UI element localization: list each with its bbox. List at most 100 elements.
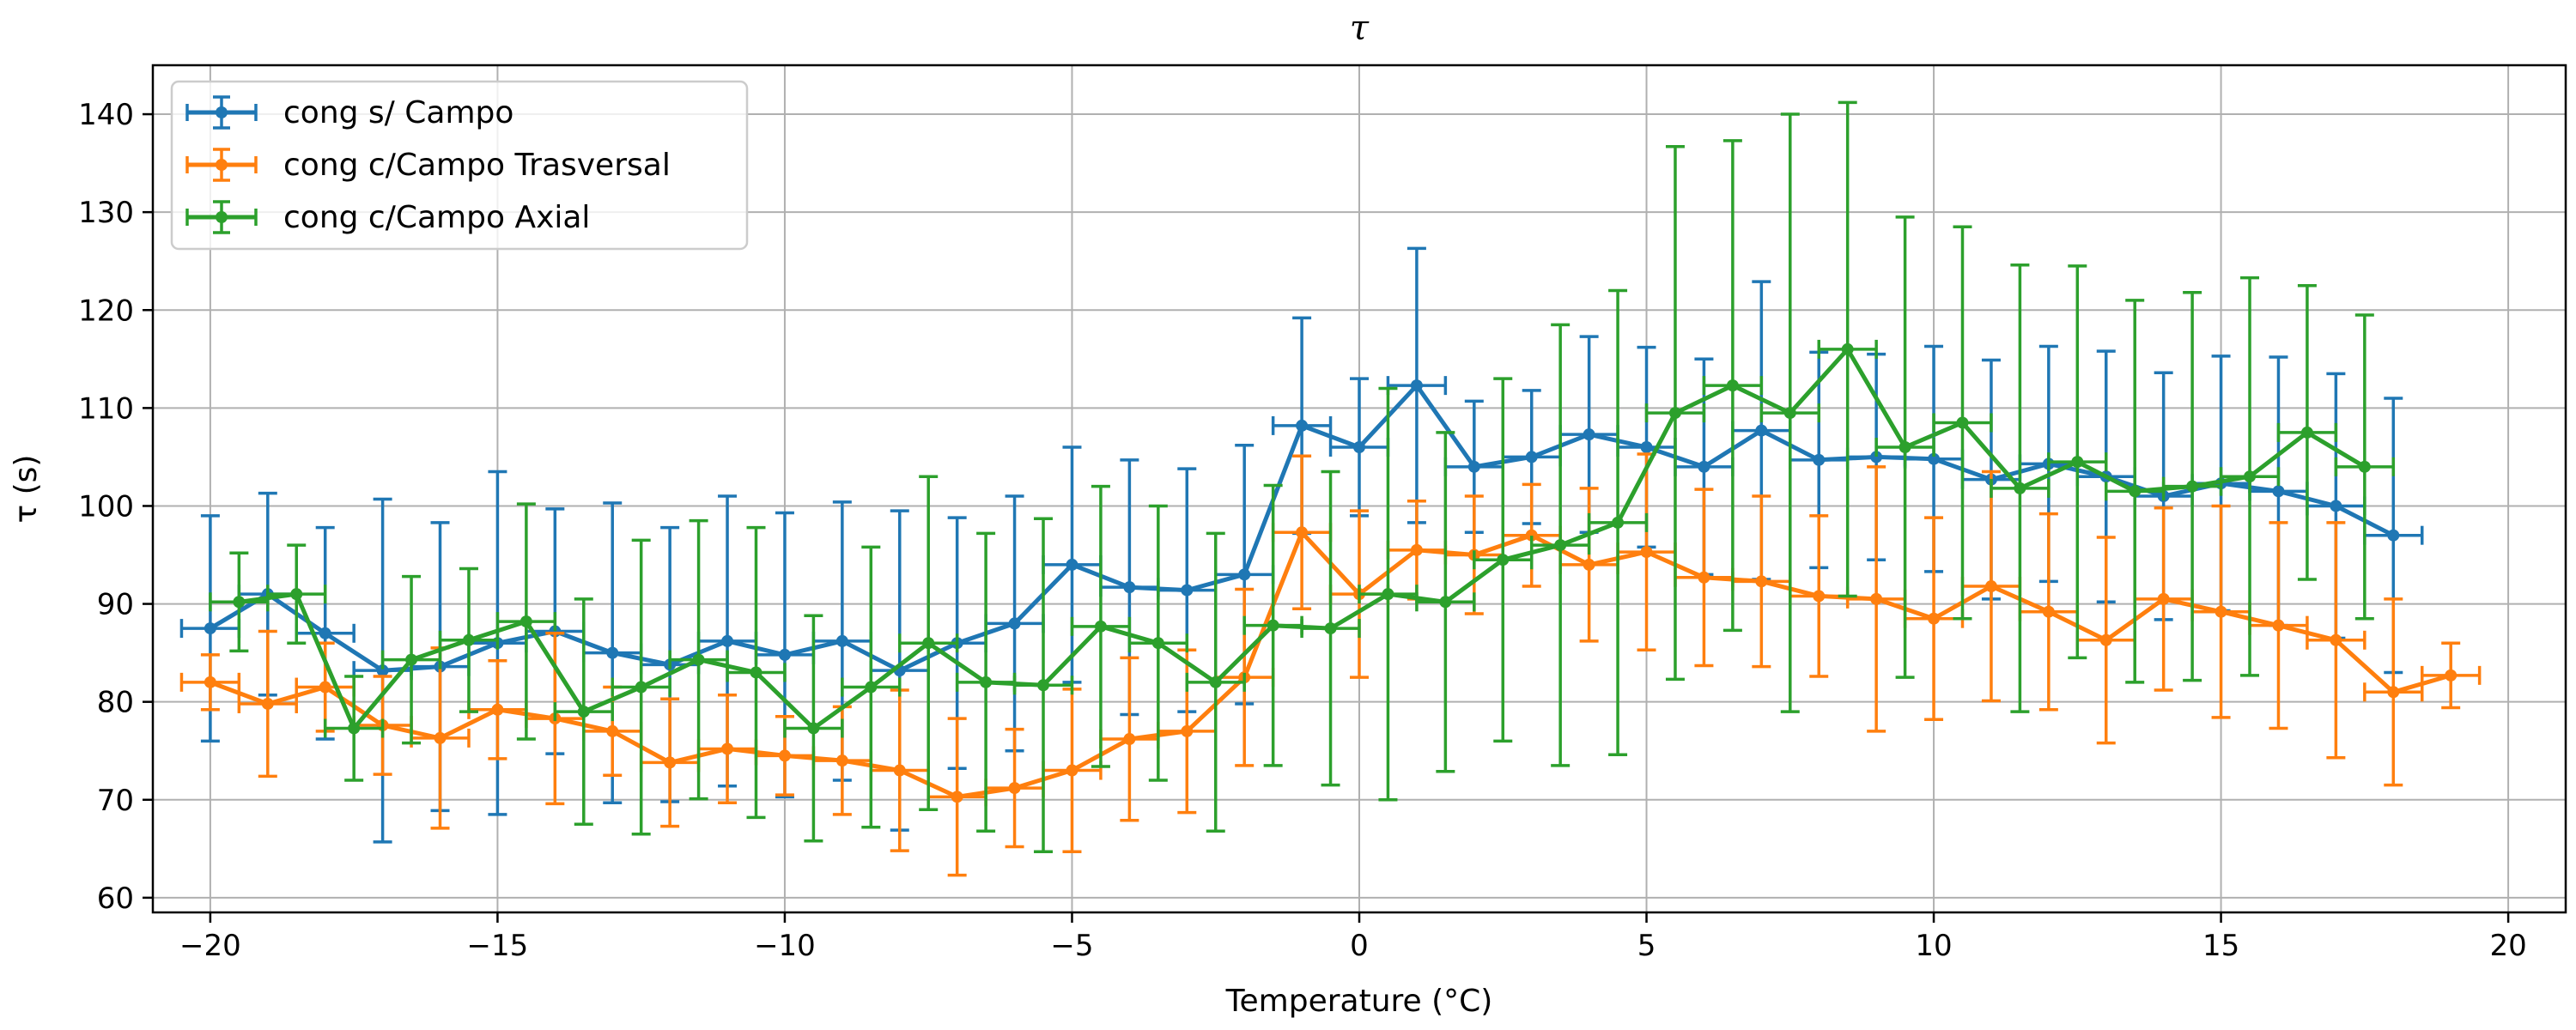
data-point [1640,441,1653,454]
legend-item [185,200,258,234]
data-point [1123,581,1136,594]
data-point [319,627,331,639]
data-point [1841,342,1854,355]
data-point [434,731,447,744]
x-tick-label: 5 [1637,929,1656,963]
data-point [835,634,848,647]
data-point [893,764,906,777]
data-point [606,724,619,737]
data-point [2300,426,2313,439]
data-point [1726,379,1739,392]
data-point [1181,724,1194,737]
error-bar [179,653,241,712]
data-point [1123,733,1136,746]
data-point [2042,605,2055,618]
data-point [980,676,993,688]
data-point [2244,470,2257,483]
y-tick-label: 130 [78,196,134,230]
data-point [1296,419,1309,432]
data-point [2186,480,2199,493]
x-tick-label: 0 [1350,929,1369,963]
data-point [807,722,820,735]
y-axis-label: τ (s) [9,455,44,524]
data-point [1870,592,1883,605]
data-point [750,666,762,679]
data-point [1037,679,1050,692]
data-point [721,634,734,647]
data-point [2129,485,2142,498]
data-point [1640,546,1653,559]
data-point [2330,500,2342,512]
data-point [233,596,246,609]
data-point [204,676,216,688]
data-point [1181,584,1194,597]
data-point [1668,407,1681,420]
legend-box [170,80,749,251]
data-point [1094,620,1107,633]
data-point [2330,633,2342,646]
data-point [1870,451,1883,464]
data-point [1928,452,1941,465]
legend-item [185,148,258,182]
y-tick-label: 70 [97,784,134,818]
data-point [635,681,647,694]
data-point [721,742,734,755]
data-point [1956,416,1969,429]
data-point [2014,482,2026,494]
legend-label: cong s/ Campo [283,95,513,130]
data-point [1151,637,1164,650]
data-point [778,648,791,661]
data-point [2387,686,2400,699]
data-point [204,622,216,635]
legend: cong s/ Campo cong c/Campo Trasversal cong… [170,80,749,251]
data-point [1467,460,1480,473]
y-tick-label: 60 [97,882,134,916]
x-tick-label: −5 [1050,929,1093,963]
data-point [2445,669,2458,682]
data-point [376,664,389,677]
series-3 [209,100,2396,854]
legend-label: cong c/Campo Axial [283,200,590,235]
data-point [290,588,303,601]
data-point [1267,619,1279,632]
data-point [1612,516,1625,529]
data-point [2272,485,2285,498]
y-tick-label: 140 [78,98,134,132]
data-point [1583,558,1595,571]
data-point [1813,590,1826,603]
y-tick-label: 90 [97,588,134,622]
data-point [1410,379,1423,392]
data-point [1525,451,1538,464]
ticks: −20 −15 −10 −5 0 5 10 15 20 60 70 80 90 100 110 120 130 1… [78,98,2527,963]
data-point [2099,633,2112,646]
data-point [348,722,361,735]
data-point [519,615,532,628]
series-layer [179,100,2482,877]
legend-marker [216,106,228,118]
data-point [2215,605,2227,618]
data-point [1755,575,1768,588]
data-point [1008,782,1021,795]
data-point [2272,619,2285,632]
data-point [577,706,590,718]
data-point [951,791,963,803]
legend-marker [216,159,228,171]
data-point [1353,441,1365,454]
data-point [462,633,475,646]
data-point [922,637,935,650]
x-tick-label: −20 [179,929,241,963]
data-point [692,653,705,666]
data-point [1554,539,1567,552]
data-point [261,697,274,710]
chart-title: τ [1350,9,1370,48]
legend-marker [216,211,228,223]
data-point [1813,453,1826,466]
x-tick-label: 20 [2489,929,2526,963]
data-point [865,681,878,694]
data-point [1066,558,1078,571]
series-line [239,347,2366,730]
data-point [2071,456,2084,469]
data-point [319,681,331,694]
data-point [491,703,504,716]
data-point [778,749,791,762]
